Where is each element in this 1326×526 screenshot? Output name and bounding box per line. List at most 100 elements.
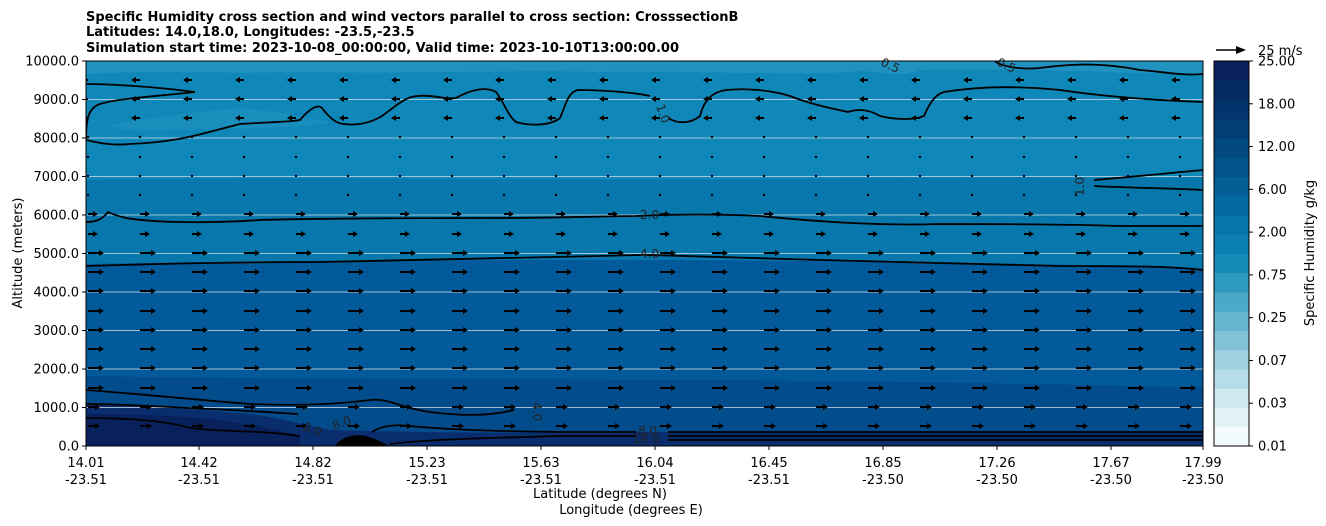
wind-vector-arrow bbox=[868, 269, 884, 275]
wind-vector-arrow bbox=[504, 346, 520, 352]
wind-vector-dot bbox=[190, 135, 194, 139]
wind-vector-arrow bbox=[972, 327, 988, 333]
quiver-key-arrow-head bbox=[1236, 46, 1246, 54]
wind-vector-arrow bbox=[556, 385, 572, 391]
colorbar-ticks: 0.01 0.03 0.07 0.25 0.75 2.00 6.00 12.00 18.00 25… bbox=[1249, 55, 1295, 455]
wind-vector-arrow bbox=[504, 423, 516, 429]
wind-vector-arrow bbox=[140, 346, 156, 352]
wind-vector-arrow bbox=[192, 404, 204, 410]
wind-vector-arrow bbox=[400, 385, 416, 391]
wind-vector-arrow bbox=[608, 231, 618, 237]
x-tick-label-lon: -23.51 bbox=[65, 473, 107, 488]
wind-vector-arrow bbox=[972, 231, 982, 237]
wind-vector-arrow bbox=[400, 404, 412, 410]
wind-vector-arrow bbox=[348, 346, 364, 352]
wind-vector-arrow bbox=[608, 423, 620, 429]
wind-vector-arrow bbox=[868, 404, 880, 410]
wind-vector-arrow bbox=[972, 365, 988, 371]
wind-vector-arrow bbox=[816, 404, 828, 410]
wind-vector-arrow bbox=[296, 423, 308, 429]
colorbar-tick-label: 0.25 bbox=[1258, 311, 1287, 326]
wind-vector-arrow bbox=[348, 404, 360, 410]
wind-vector-arrow bbox=[660, 308, 676, 314]
wind-vector-arrow bbox=[911, 77, 920, 83]
wind-vector-arrow bbox=[1076, 269, 1092, 275]
humidity-band-upper-light bbox=[86, 61, 1203, 75]
wind-vector-dot bbox=[1074, 155, 1078, 159]
colorbar-tick-label: 0.75 bbox=[1258, 268, 1287, 283]
wind-vector-dot bbox=[1074, 193, 1078, 197]
x-tick-label-lat: 17.99 bbox=[1184, 456, 1221, 471]
colorbar-tick-label: 18.00 bbox=[1258, 97, 1295, 112]
wind-vector-dot bbox=[762, 193, 766, 197]
wind-vector-arrow bbox=[556, 365, 572, 371]
wind-vector-arrow bbox=[556, 308, 572, 314]
wind-vector-dot bbox=[970, 135, 974, 139]
wind-vector-arrow bbox=[348, 327, 364, 333]
colorbar-tick-label: 0.01 bbox=[1258, 440, 1287, 455]
wind-vector-dot bbox=[1126, 155, 1130, 159]
wind-vector-arrow bbox=[131, 96, 140, 102]
wind-vector-arrow bbox=[400, 423, 412, 429]
wind-vector-arrow bbox=[816, 365, 832, 371]
wind-vector-arrow bbox=[348, 385, 364, 391]
x-tick-label-lat: 15.23 bbox=[408, 456, 445, 471]
wind-vector-dot bbox=[762, 135, 766, 139]
wind-vector-arrow bbox=[287, 96, 296, 102]
wind-vector-dot bbox=[970, 174, 974, 178]
wind-vector-arrow bbox=[920, 327, 936, 333]
wind-vector-dot bbox=[1022, 135, 1026, 139]
wind-vector-arrow bbox=[764, 308, 780, 314]
wind-vector-arrow bbox=[140, 288, 156, 294]
wind-vector-arrow bbox=[764, 269, 780, 275]
wind-vector-arrow bbox=[920, 423, 932, 429]
colorbar-level bbox=[1214, 234, 1249, 254]
wind-vector-dot bbox=[398, 135, 402, 139]
wind-vector-arrow bbox=[712, 231, 722, 237]
wind-vector-dot bbox=[1178, 135, 1182, 139]
wind-vector-arrow bbox=[140, 385, 156, 391]
wind-vector-arrow bbox=[244, 385, 260, 391]
wind-vector-arrow bbox=[235, 96, 244, 102]
wind-vector-arrow bbox=[556, 423, 568, 429]
wind-vector-dot bbox=[710, 135, 714, 139]
wind-vector-dot bbox=[814, 135, 818, 139]
wind-vector-dot bbox=[814, 193, 818, 197]
wind-vector-arrow bbox=[88, 288, 104, 294]
wind-vector-arrow bbox=[296, 211, 306, 217]
wind-vector-dot bbox=[1178, 174, 1182, 178]
wind-vector-dot bbox=[242, 174, 246, 178]
colorbar-tick-label: 6.00 bbox=[1258, 183, 1287, 198]
colorbar-level bbox=[1214, 426, 1249, 447]
wind-vector-arrow bbox=[547, 77, 556, 83]
wind-vector-arrow bbox=[660, 365, 676, 371]
wind-vector-arrow bbox=[920, 365, 936, 371]
wind-vector-arrow bbox=[504, 269, 520, 275]
wind-vector-arrow bbox=[911, 96, 920, 102]
wind-vector-arrow bbox=[244, 423, 256, 429]
wind-vector-dot bbox=[450, 135, 454, 139]
wind-vector-arrow bbox=[140, 231, 150, 237]
wind-vector-dot bbox=[970, 155, 974, 159]
wind-vector-arrow bbox=[712, 288, 728, 294]
contour-label-1.0-upper: 1.0 bbox=[653, 102, 673, 125]
wind-vector-dot bbox=[450, 155, 454, 159]
wind-vector-arrow bbox=[1128, 365, 1144, 371]
wind-vector-dot bbox=[1126, 174, 1130, 178]
y-tick-label: 9000.0 bbox=[34, 93, 80, 108]
contour-4.0-lower bbox=[86, 389, 515, 416]
wind-vector-arrow bbox=[296, 365, 312, 371]
wind-vector-dot bbox=[1022, 174, 1026, 178]
wind-vector-arrow bbox=[452, 404, 464, 410]
wind-vector-arrow bbox=[608, 288, 624, 294]
colorbar-level bbox=[1214, 118, 1249, 139]
contour-16.0-bands bbox=[389, 431, 1203, 445]
wind-vector-dot bbox=[502, 174, 506, 178]
wind-vector-arrow bbox=[348, 211, 358, 217]
wind-vector-arrow bbox=[1076, 404, 1088, 410]
wind-vector-dot bbox=[918, 193, 922, 197]
wind-vector-arrow bbox=[764, 346, 780, 352]
wind-vector-arrow bbox=[400, 327, 416, 333]
wind-vector-arrow bbox=[296, 327, 312, 333]
x-tick-label-lon: -23.51 bbox=[748, 473, 790, 488]
